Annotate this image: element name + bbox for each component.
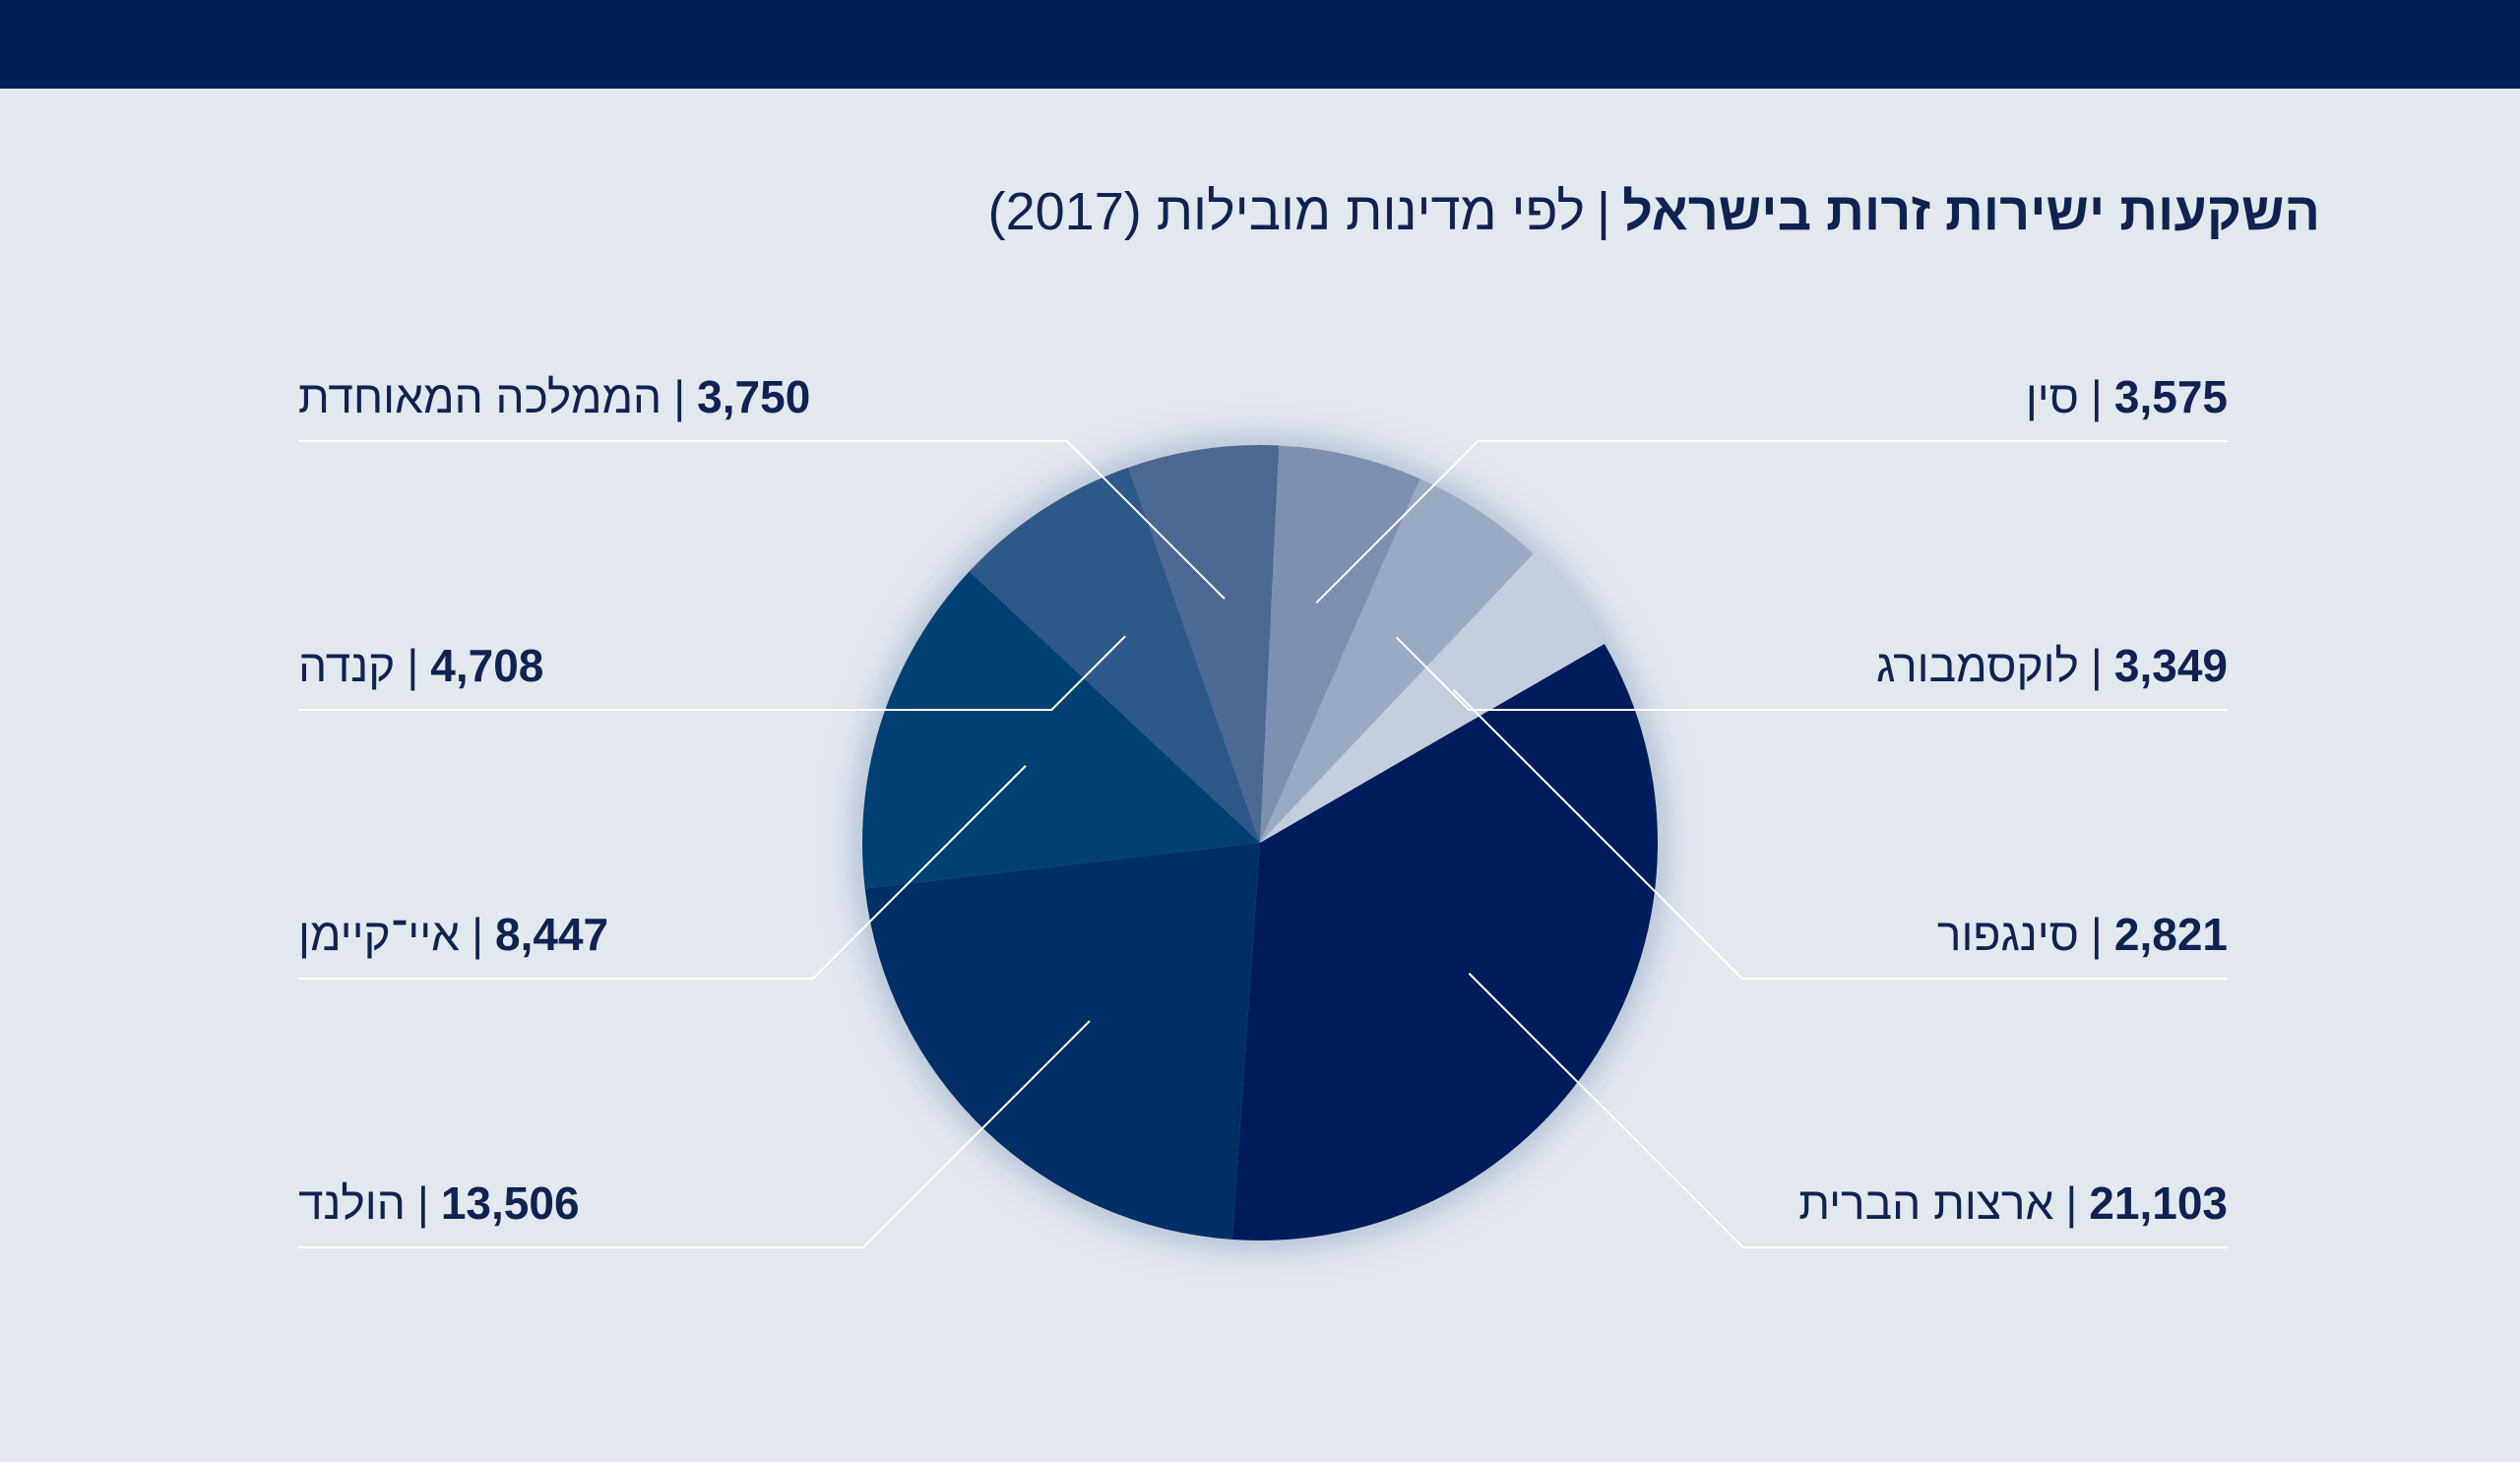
label-singapore: 2,821|סינגפור [1936,909,2228,960]
pie-slice-5 [1260,445,1420,843]
label-china: 3,575|סין [2025,371,2228,422]
label-canada: 4,708|קנדה [298,640,544,691]
label-canada-value: 4,708 [430,640,544,691]
pie-slice-2 [862,571,1260,889]
label-uk: 3,750|הממלכה המאוחדת [298,371,811,422]
leader-line-7 [1452,689,2228,980]
leader-line-3 [298,635,1126,711]
label-china-name: סין [2025,371,2079,422]
leader-line-6 [1395,636,2228,711]
label-netherlands-name: הולנד [298,1177,406,1229]
label-uk-value: 3,750 [697,371,811,422]
leader-line-0 [1468,973,2228,1248]
label-usa: 21,103|ארצות הברית [1798,1177,2228,1229]
label-cayman-name: איי־קיימן [298,909,461,960]
chart-title: השקעות ישירות זרות בישראל|לפי מדינות מוב… [988,177,2320,246]
title-separator: | [1597,182,1611,241]
pie-slice-6 [1260,478,1534,843]
label-usa-name: ארצות הברית [1798,1177,2054,1229]
top-banner [0,0,2520,89]
label-uk-name: הממלכה המאוחדת [298,371,662,422]
label-canada-name: קנדה [298,640,396,691]
pie-slice-4 [1128,445,1280,843]
pie-slice-1 [864,843,1260,1240]
label-luxembourg-value: 3,349 [2113,640,2228,691]
label-usa-value: 21,103 [2089,1177,2228,1229]
pie-slice-3 [969,467,1260,843]
leader-lines [298,440,2228,1248]
leader-line-1 [298,1020,1091,1248]
label-singapore-name: סינגפור [1936,909,2079,960]
label-singapore-value: 2,821 [2113,909,2228,960]
leader-line-4 [298,440,1226,600]
label-luxembourg-name: לוקסמבורג [1875,640,2079,691]
leader-line-2 [298,765,1027,980]
title-main: השקעות ישירות זרות בישראל [1622,182,2320,241]
label-netherlands-value: 13,506 [440,1177,580,1229]
label-china-value: 3,575 [2113,371,2228,422]
pie-slices [862,445,1659,1241]
label-luxembourg: 3,349|לוקסמבורג [1875,640,2228,691]
leader-line-5 [1315,440,2228,604]
pie-slice-7 [1260,553,1605,843]
label-cayman-value: 8,447 [495,909,609,960]
label-netherlands: 13,506|הולנד [298,1177,580,1229]
pie-slice-0 [1231,644,1659,1241]
label-cayman: 8,447|איי־קיימן [298,909,609,960]
title-subtitle: לפי מדינות מובילות (2017) [987,182,1586,241]
